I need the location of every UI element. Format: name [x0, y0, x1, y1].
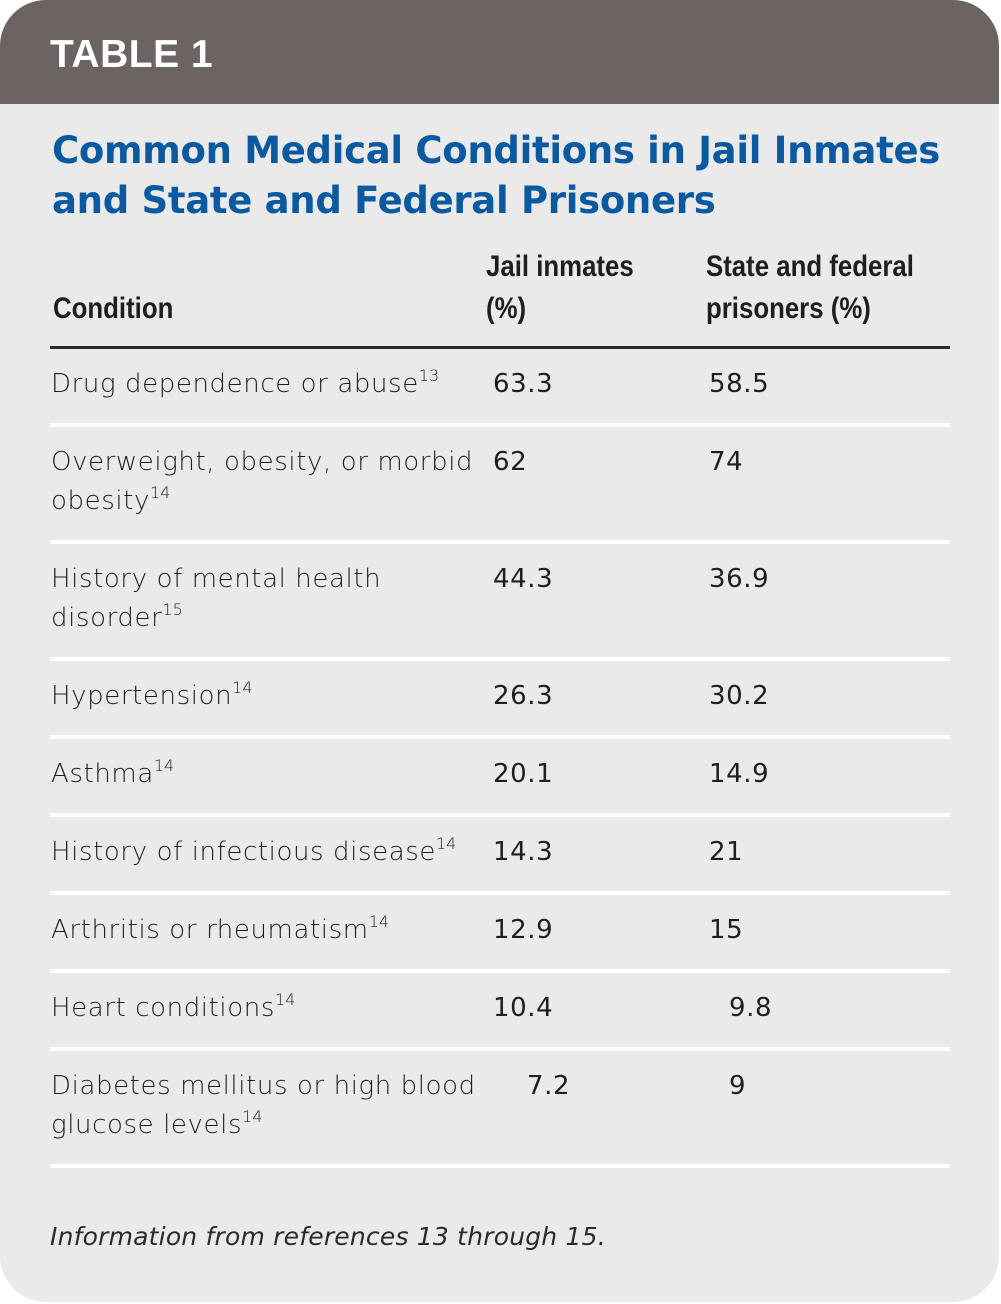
jail-value-cell: 63.3 — [483, 347, 703, 427]
condition-cell: Drug dependence or abuse13 — [50, 347, 483, 427]
condition-text: History of infectious disease — [51, 837, 436, 867]
condition-cell: Overweight, obesity, or morbid obesity14 — [50, 425, 483, 544]
reference-number: 13 — [418, 366, 440, 385]
jail-value-cell: 20.1 — [483, 737, 703, 817]
column-header-jail: Jail inmates (%) — [483, 246, 703, 349]
jail-value-cell: 62 — [483, 425, 703, 544]
prison-value-cell: 15 — [703, 893, 950, 973]
table-row: Overweight, obesity, or morbid obesity14… — [50, 425, 950, 544]
prison-value-cell: 14.9 — [703, 737, 950, 817]
table-row: Asthma14 20.1 14.9 — [50, 737, 950, 817]
reference-number: 14 — [232, 678, 253, 697]
jail-value-cell: 14.3 — [483, 815, 703, 895]
jail-value-cell: 10.4 — [483, 971, 703, 1051]
data-table-container: Condition Jail inmates (%) State and fed… — [50, 246, 950, 1168]
reference-number: 14 — [153, 756, 175, 775]
condition-cell: Heart conditions14 — [50, 971, 483, 1051]
column-header-condition: Condition — [50, 246, 483, 349]
reference-number: 14 — [149, 483, 171, 502]
prison-value-cell: 36.9 — [703, 542, 950, 661]
table-header-row: Condition Jail inmates (%) State and fed… — [50, 246, 950, 349]
jail-value-cell: 26.3 — [483, 659, 703, 739]
condition-cell: History of mental health disorder15 — [50, 542, 483, 661]
table-row: Arthritis or rheumatism14 12.9 15 — [50, 893, 950, 973]
condition-text: History of mental health disorder — [51, 564, 382, 633]
reference-number: 14 — [436, 834, 457, 853]
prison-value-cell: 9.8 — [703, 971, 950, 1051]
table-header-bar: TABLE 1 — [0, 0, 999, 104]
prison-value-cell: 30.2 — [703, 659, 950, 739]
reference-number: 14 — [368, 912, 390, 931]
condition-text: Arthritis or rheumatism — [51, 915, 369, 945]
table-row: History of infectious disease14 14.3 21 — [50, 815, 950, 895]
jail-value-cell: 12.9 — [483, 893, 703, 973]
reference-number: 14 — [242, 1107, 263, 1126]
condition-text: Hypertension — [51, 681, 233, 711]
condition-text: Diabetes mellitus or high blood glucose … — [51, 1071, 476, 1140]
condition-text: Overweight, obesity, or morbid obesity — [51, 447, 474, 516]
condition-cell: Diabetes mellitus or high blood glucose … — [50, 1049, 483, 1168]
table-row: Heart conditions14 10.4 9.8 — [50, 971, 950, 1051]
prison-value-cell: 74 — [703, 425, 950, 544]
reference-number: 14 — [275, 990, 296, 1009]
condition-text: Drug dependence or abuse — [51, 369, 419, 399]
condition-cell: Hypertension14 — [50, 659, 483, 739]
reference-number: 15 — [162, 600, 183, 619]
condition-text: Asthma — [51, 759, 154, 789]
table-row: Drug dependence or abuse13 63.3 58.5 — [50, 347, 950, 427]
condition-cell: Asthma14 — [50, 737, 483, 817]
source-footnote: Information from references 13 through 1… — [50, 1222, 606, 1251]
condition-cell: Arthritis or rheumatism14 — [50, 893, 483, 973]
condition-text: Heart conditions — [51, 993, 275, 1023]
condition-cell: History of infectious disease14 — [50, 815, 483, 895]
prison-value-cell: 9 — [703, 1049, 950, 1168]
prison-value-cell: 21 — [703, 815, 950, 895]
table-number-label: TABLE 1 — [50, 33, 214, 76]
table-row: Diabetes mellitus or high blood glucose … — [50, 1049, 950, 1168]
table-row: History of mental health disorder15 44.3 3… — [50, 542, 950, 661]
table-title: Common Medical Conditions in Jail Inmate… — [52, 129, 941, 222]
data-table: Condition Jail inmates (%) State and fed… — [50, 246, 950, 1168]
table-row: Hypertension14 26.3 30.2 — [50, 659, 950, 739]
jail-value-cell: 44.3 — [483, 542, 703, 661]
column-header-prison: State and federal prisoners (%) — [703, 246, 950, 349]
prison-value-cell: 58.5 — [703, 347, 950, 427]
jail-value-cell: 7.2 — [483, 1049, 703, 1168]
